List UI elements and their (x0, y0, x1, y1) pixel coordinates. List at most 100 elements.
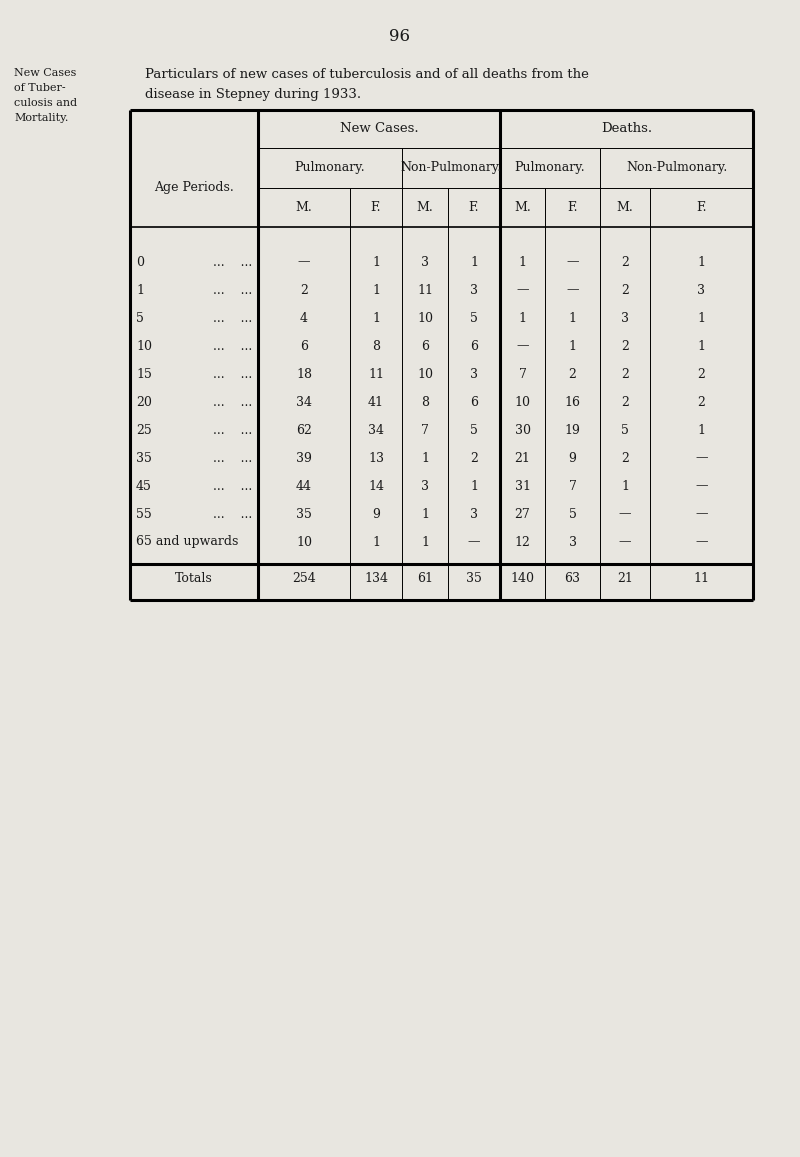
Text: 1: 1 (470, 479, 478, 493)
Text: 2: 2 (621, 368, 629, 381)
Text: ...    ...: ... ... (213, 423, 252, 436)
Text: 1: 1 (698, 256, 706, 268)
Text: 1: 1 (421, 508, 429, 521)
Text: 3: 3 (470, 508, 478, 521)
Text: ...    ...: ... ... (213, 311, 252, 324)
Text: Deaths.: Deaths. (601, 123, 652, 135)
Text: —: — (618, 536, 631, 548)
Text: Totals: Totals (175, 572, 213, 584)
Text: 8: 8 (421, 396, 429, 408)
Text: 55: 55 (136, 508, 152, 521)
Text: 9: 9 (372, 508, 380, 521)
Text: 11: 11 (694, 572, 710, 584)
Text: ...    ...: ... ... (213, 368, 252, 381)
Text: 254: 254 (292, 572, 316, 584)
Text: 3: 3 (421, 479, 429, 493)
Text: 31: 31 (514, 479, 530, 493)
Text: ...    ...: ... ... (213, 339, 252, 353)
Text: 10: 10 (136, 339, 152, 353)
Text: —: — (516, 339, 529, 353)
Text: 18: 18 (296, 368, 312, 381)
Text: 10: 10 (417, 311, 433, 324)
Text: 96: 96 (390, 28, 410, 45)
Text: —: — (695, 479, 708, 493)
Text: —: — (566, 256, 578, 268)
Text: 5: 5 (470, 311, 478, 324)
Text: ...    ...: ... ... (213, 451, 252, 464)
Text: M.: M. (514, 201, 531, 214)
Text: —: — (516, 283, 529, 296)
Text: 10: 10 (296, 536, 312, 548)
Text: 11: 11 (368, 368, 384, 381)
Text: 3: 3 (621, 311, 629, 324)
Text: 5: 5 (569, 508, 577, 521)
Text: 6: 6 (300, 339, 308, 353)
Text: 13: 13 (368, 451, 384, 464)
Text: 15: 15 (136, 368, 152, 381)
Text: —: — (695, 451, 708, 464)
Text: 21: 21 (617, 572, 633, 584)
Text: 34: 34 (368, 423, 384, 436)
Text: M.: M. (617, 201, 634, 214)
Text: 2: 2 (300, 283, 308, 296)
Text: 1: 1 (372, 311, 380, 324)
Text: 1: 1 (569, 311, 577, 324)
Text: Pulmonary.: Pulmonary. (294, 162, 366, 175)
Text: 11: 11 (417, 283, 433, 296)
Text: Non-Pulmonary.: Non-Pulmonary. (400, 162, 502, 175)
Text: 39: 39 (296, 451, 312, 464)
Text: 35: 35 (296, 508, 312, 521)
Text: 1: 1 (372, 536, 380, 548)
Text: Mortality.: Mortality. (14, 113, 68, 123)
Text: 6: 6 (421, 339, 429, 353)
Text: 2: 2 (621, 396, 629, 408)
Text: 34: 34 (296, 396, 312, 408)
Text: —: — (298, 256, 310, 268)
Text: M.: M. (296, 201, 312, 214)
Text: 44: 44 (296, 479, 312, 493)
Text: 63: 63 (565, 572, 581, 584)
Text: 1: 1 (421, 451, 429, 464)
Text: New Cases: New Cases (14, 68, 76, 78)
Text: 4: 4 (300, 311, 308, 324)
Text: 10: 10 (417, 368, 433, 381)
Text: 2: 2 (621, 283, 629, 296)
Text: 1: 1 (698, 339, 706, 353)
Text: 1: 1 (136, 283, 144, 296)
Text: F.: F. (469, 201, 479, 214)
Text: 20: 20 (136, 396, 152, 408)
Text: 35: 35 (136, 451, 152, 464)
Text: 5: 5 (136, 311, 144, 324)
Text: 3: 3 (569, 536, 577, 548)
Text: 3: 3 (698, 283, 706, 296)
Text: Pulmonary.: Pulmonary. (514, 162, 586, 175)
Text: —: — (468, 536, 480, 548)
Text: 3: 3 (470, 283, 478, 296)
Text: 1: 1 (372, 256, 380, 268)
Text: 9: 9 (569, 451, 577, 464)
Text: 10: 10 (514, 396, 530, 408)
Text: 62: 62 (296, 423, 312, 436)
Text: 5: 5 (621, 423, 629, 436)
Text: 6: 6 (470, 339, 478, 353)
Text: 1: 1 (372, 283, 380, 296)
Text: 2: 2 (698, 396, 706, 408)
Text: culosis and: culosis and (14, 98, 77, 108)
Text: 140: 140 (510, 572, 534, 584)
Text: —: — (695, 536, 708, 548)
Text: 1: 1 (698, 311, 706, 324)
Text: 134: 134 (364, 572, 388, 584)
Text: Particulars of new cases of tuberculosis and of all deaths from the: Particulars of new cases of tuberculosis… (145, 68, 589, 81)
Text: New Cases.: New Cases. (340, 123, 418, 135)
Text: —: — (695, 508, 708, 521)
Text: —: — (618, 508, 631, 521)
Text: Non-Pulmonary.: Non-Pulmonary. (626, 162, 727, 175)
Text: —: — (566, 283, 578, 296)
Text: 2: 2 (698, 368, 706, 381)
Text: 5: 5 (470, 423, 478, 436)
Text: 1: 1 (518, 311, 526, 324)
Text: 1: 1 (470, 256, 478, 268)
Text: 6: 6 (470, 396, 478, 408)
Text: 2: 2 (621, 339, 629, 353)
Text: 7: 7 (421, 423, 429, 436)
